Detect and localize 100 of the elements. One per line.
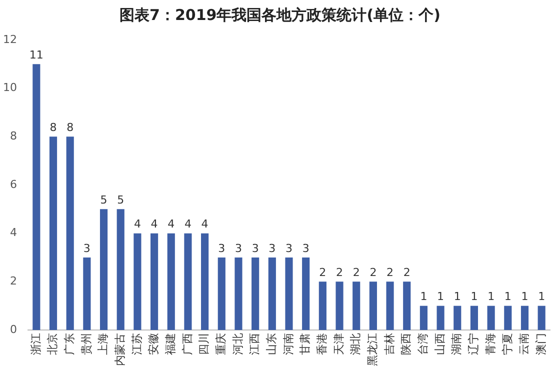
data-label: 2 — [336, 266, 344, 280]
bar — [487, 306, 495, 330]
x-tick-label: 黑龙江 — [366, 333, 380, 366]
bar — [386, 282, 394, 330]
bar — [234, 258, 242, 330]
x-tick-label: 山西 — [433, 333, 446, 355]
x-tick-label: 香港 — [316, 333, 329, 355]
data-label: 1 — [521, 290, 528, 304]
x-tick-label: 澳门 — [534, 333, 548, 355]
x-tick-label: 重庆 — [214, 333, 228, 355]
bar — [420, 306, 428, 330]
y-tick-label: 6 — [10, 178, 17, 191]
bar — [504, 306, 512, 330]
x-tick-label: 宁夏 — [500, 333, 514, 355]
bar — [436, 306, 444, 330]
bar — [403, 282, 411, 330]
bar — [454, 306, 462, 330]
y-tick-label: 12 — [2, 32, 17, 46]
bar — [268, 258, 276, 330]
x-tick-label: 辽宁 — [467, 333, 480, 355]
data-label: 1 — [538, 290, 546, 304]
bar — [32, 64, 40, 330]
y-tick-label: 8 — [10, 130, 17, 143]
bar — [201, 233, 209, 330]
data-label: 1 — [504, 290, 512, 304]
bar — [318, 282, 326, 330]
bar — [285, 258, 293, 330]
data-label: 11 — [29, 48, 44, 62]
data-label: 4 — [184, 218, 192, 231]
data-label: 1 — [488, 290, 495, 304]
x-tick-label: 广东 — [62, 333, 76, 355]
x-tick-label: 上海 — [96, 333, 110, 355]
y-tick-label: 0 — [10, 322, 17, 336]
data-label: 2 — [319, 266, 326, 280]
bar — [302, 258, 310, 330]
data-label: 4 — [134, 218, 141, 231]
bar — [150, 233, 158, 330]
data-label: 3 — [302, 242, 310, 255]
data-label: 3 — [234, 242, 242, 255]
data-label: 2 — [386, 266, 394, 280]
bar — [66, 136, 74, 330]
bar — [336, 282, 344, 330]
x-tick-label: 山东 — [265, 333, 278, 355]
bar — [100, 209, 108, 330]
x-tick-label: 江苏 — [130, 333, 144, 355]
data-label: 1 — [437, 290, 444, 304]
data-label: 4 — [168, 218, 175, 231]
bar — [49, 136, 58, 330]
x-tick-label: 云南 — [518, 333, 531, 355]
bar — [470, 306, 478, 330]
data-label: 1 — [470, 290, 478, 304]
x-tick-label: 湖南 — [450, 333, 464, 355]
bar — [167, 233, 175, 330]
x-tick-label: 北京 — [46, 333, 60, 355]
x-tick-label: 台湾 — [416, 333, 430, 355]
x-tick-label: 天津 — [332, 333, 346, 355]
data-label: 4 — [201, 218, 208, 231]
data-label: 5 — [100, 194, 108, 207]
bar — [369, 282, 377, 330]
x-tick-label: 河南 — [282, 333, 295, 355]
data-label: 3 — [252, 242, 259, 255]
bar — [116, 209, 124, 330]
x-tick-label: 四川 — [198, 333, 211, 355]
bar — [538, 306, 546, 330]
x-tick-label: 福建 — [164, 333, 177, 355]
data-label: 3 — [218, 242, 226, 255]
bar — [184, 233, 192, 330]
data-label: 5 — [117, 194, 124, 207]
data-label: 2 — [352, 266, 360, 280]
data-label: 3 — [286, 242, 292, 255]
x-tick-label: 湖北 — [349, 333, 362, 355]
y-tick-label: 4 — [10, 226, 17, 240]
x-tick-label: 甘肃 — [298, 333, 312, 355]
y-tick-label: 2 — [10, 274, 17, 288]
bar — [252, 258, 260, 330]
x-tick-label: 贵州 — [80, 333, 93, 355]
data-label: 4 — [150, 218, 158, 231]
y-tick-label: 10 — [2, 81, 17, 94]
x-tick-label: 浙江 — [29, 333, 42, 355]
chart-title: 图表7：2019年我国各地方政策统计(单位：个) — [118, 5, 442, 26]
x-tick-label: 安徽 — [147, 333, 160, 355]
x-tick-label: 青海 — [484, 333, 497, 355]
data-label: 8 — [50, 121, 57, 134]
data-label: 2 — [403, 266, 410, 280]
x-tick-label: 广西 — [180, 333, 194, 355]
bar — [83, 258, 91, 330]
x-tick-label: 陕西 — [400, 333, 413, 355]
x-tick-label: 江西 — [248, 333, 262, 355]
data-label: 1 — [420, 290, 428, 304]
bar — [352, 282, 360, 330]
data-label: 3 — [83, 242, 90, 255]
x-tick-label: 河北 — [231, 333, 244, 355]
bar — [218, 258, 226, 330]
x-tick-label: 吉林 — [382, 333, 396, 355]
data-label: 1 — [454, 290, 461, 304]
data-label: 8 — [66, 121, 74, 134]
bar — [134, 233, 142, 330]
data-label: 3 — [268, 242, 276, 255]
data-label: 2 — [370, 266, 377, 280]
bar — [520, 306, 529, 330]
